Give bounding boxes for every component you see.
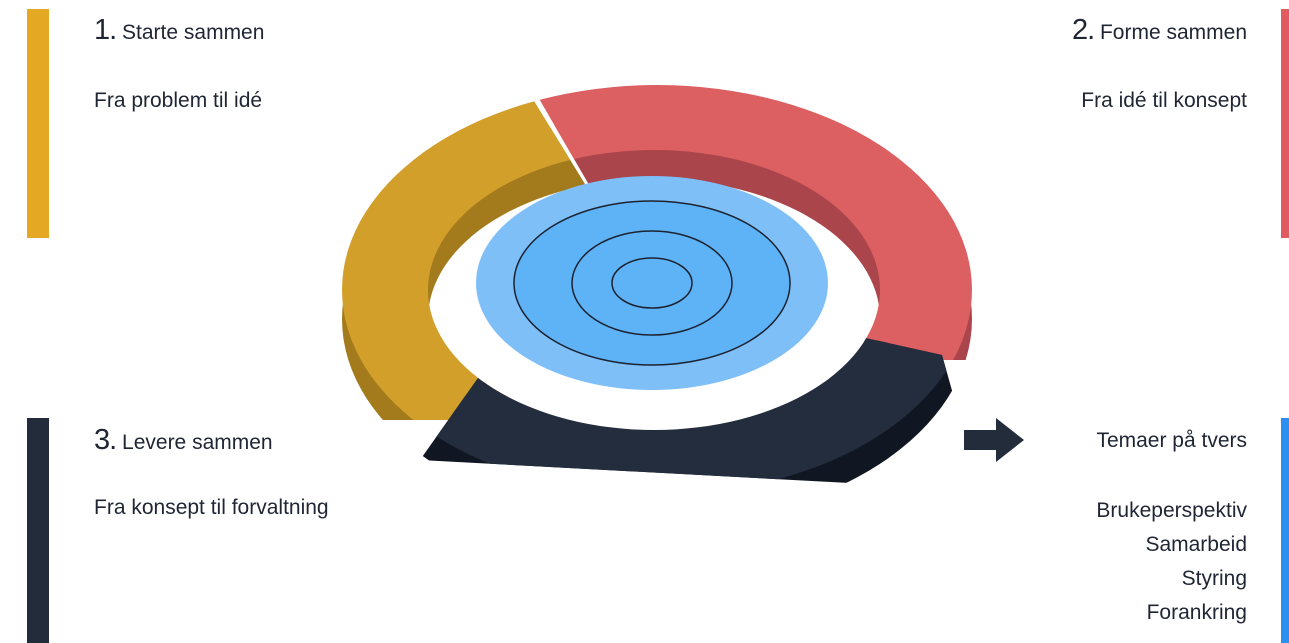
- themes-center-disc: [476, 176, 828, 390]
